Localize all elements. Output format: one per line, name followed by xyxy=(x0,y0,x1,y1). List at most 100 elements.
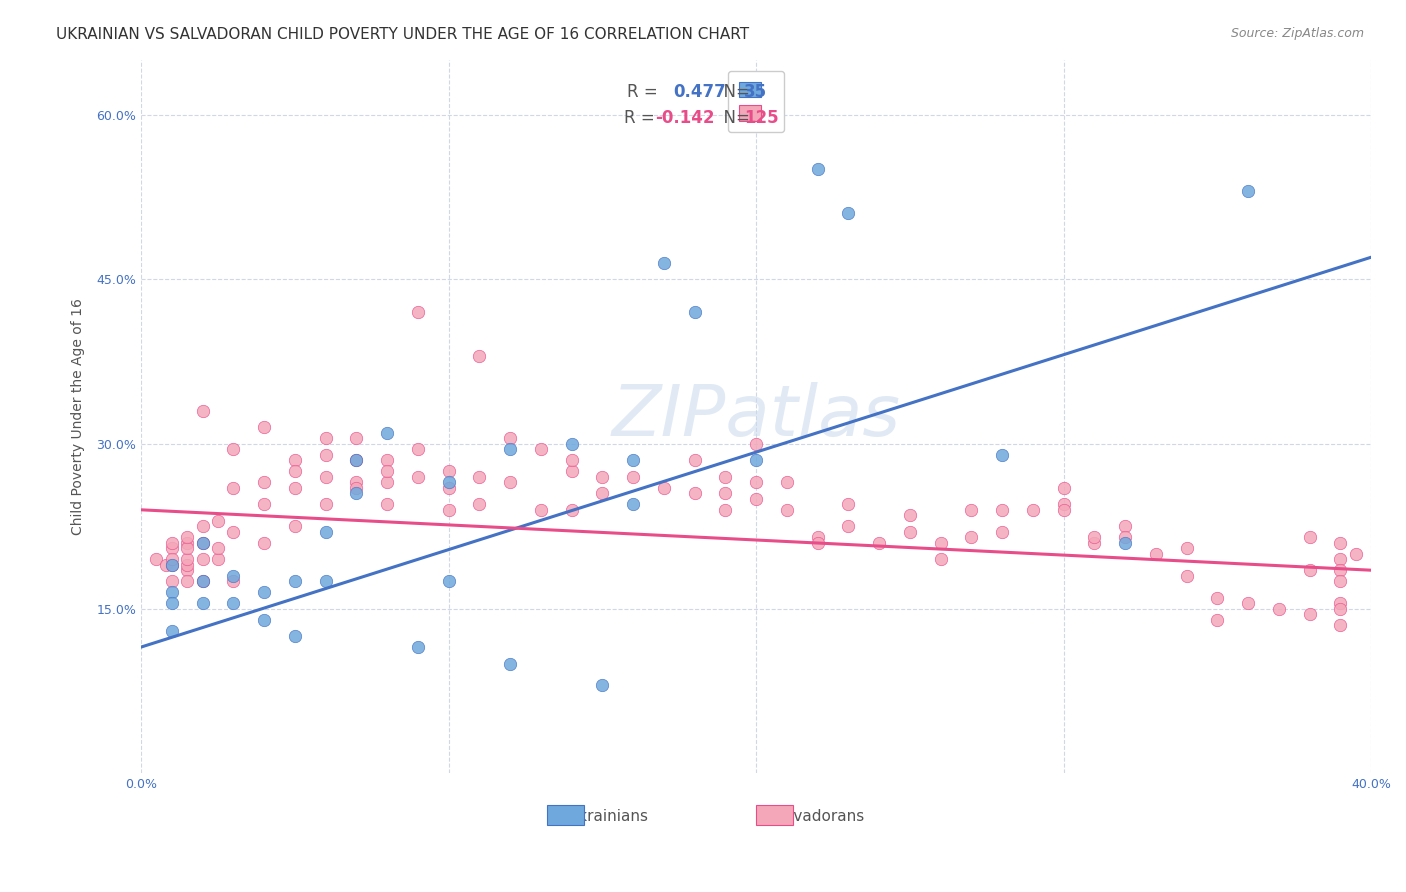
Point xyxy=(207,541,229,556)
Point xyxy=(315,574,337,589)
Text: N=: N= xyxy=(713,83,755,101)
Point xyxy=(160,624,183,638)
Point xyxy=(806,535,828,549)
Point xyxy=(745,437,768,451)
Point xyxy=(160,558,183,572)
Point xyxy=(344,475,367,490)
Point xyxy=(253,475,276,490)
Point xyxy=(1052,481,1074,495)
Point xyxy=(253,585,276,599)
Point xyxy=(253,497,276,511)
Point xyxy=(561,464,583,478)
Point xyxy=(160,596,183,610)
Point xyxy=(683,486,706,500)
Point xyxy=(160,541,183,556)
Point xyxy=(1298,607,1320,621)
Point xyxy=(222,596,245,610)
Point xyxy=(499,657,522,671)
Point xyxy=(222,568,245,582)
Point xyxy=(652,481,675,495)
Point xyxy=(315,448,337,462)
Point xyxy=(1052,497,1074,511)
Point xyxy=(315,497,337,511)
Point xyxy=(1298,530,1320,544)
Point xyxy=(652,256,675,270)
Point xyxy=(745,475,768,490)
Point xyxy=(222,481,245,495)
Point xyxy=(1344,547,1367,561)
Point xyxy=(375,475,398,490)
Point xyxy=(776,475,799,490)
Point xyxy=(714,486,737,500)
Point xyxy=(160,535,183,549)
Point xyxy=(1114,535,1136,549)
Point xyxy=(207,552,229,566)
Point xyxy=(714,470,737,484)
Text: R =: R = xyxy=(627,83,668,101)
Point xyxy=(284,574,307,589)
Text: 35: 35 xyxy=(744,83,766,101)
Point xyxy=(176,541,198,556)
Point xyxy=(1144,547,1167,561)
Point xyxy=(621,497,644,511)
Point xyxy=(437,481,460,495)
Point xyxy=(837,206,859,220)
Point xyxy=(284,464,307,478)
Point xyxy=(222,524,245,539)
Point xyxy=(344,481,367,495)
Point xyxy=(806,162,828,177)
Point xyxy=(437,464,460,478)
Point xyxy=(406,640,429,654)
Point xyxy=(191,535,214,549)
Point xyxy=(145,552,167,566)
Point xyxy=(1329,596,1351,610)
Point xyxy=(929,552,952,566)
Point xyxy=(253,420,276,434)
Point xyxy=(344,453,367,467)
Legend: , : , xyxy=(728,70,785,132)
Point xyxy=(868,535,890,549)
Point xyxy=(745,491,768,506)
Point xyxy=(155,558,177,572)
Point xyxy=(991,524,1014,539)
Point xyxy=(621,470,644,484)
Y-axis label: Child Poverty Under the Age of 16: Child Poverty Under the Age of 16 xyxy=(72,298,86,535)
Point xyxy=(530,442,553,457)
Point xyxy=(468,349,491,363)
Point xyxy=(437,503,460,517)
Point xyxy=(1206,591,1229,605)
Point xyxy=(344,453,367,467)
Point xyxy=(406,305,429,319)
Point xyxy=(176,563,198,577)
Point xyxy=(375,464,398,478)
Point xyxy=(160,558,183,572)
Text: 125: 125 xyxy=(744,109,779,128)
Text: Source: ZipAtlas.com: Source: ZipAtlas.com xyxy=(1230,27,1364,40)
Point xyxy=(561,437,583,451)
Text: -0.142: -0.142 xyxy=(655,109,714,128)
Point xyxy=(315,524,337,539)
Point xyxy=(745,453,768,467)
Point xyxy=(1083,535,1105,549)
Point xyxy=(960,503,983,517)
Point xyxy=(406,470,429,484)
Point xyxy=(683,453,706,467)
Point xyxy=(284,629,307,643)
Point xyxy=(591,678,613,692)
Point xyxy=(1329,574,1351,589)
Point xyxy=(315,432,337,446)
Point xyxy=(898,524,921,539)
Point xyxy=(191,574,214,589)
Point xyxy=(1114,530,1136,544)
Point xyxy=(898,508,921,523)
Point xyxy=(1237,185,1260,199)
Point xyxy=(284,481,307,495)
Point xyxy=(375,453,398,467)
Point xyxy=(561,503,583,517)
Point xyxy=(1052,503,1074,517)
Point xyxy=(499,442,522,457)
Point xyxy=(1237,596,1260,610)
Point xyxy=(1329,601,1351,615)
Point xyxy=(191,552,214,566)
Point xyxy=(1175,541,1198,556)
